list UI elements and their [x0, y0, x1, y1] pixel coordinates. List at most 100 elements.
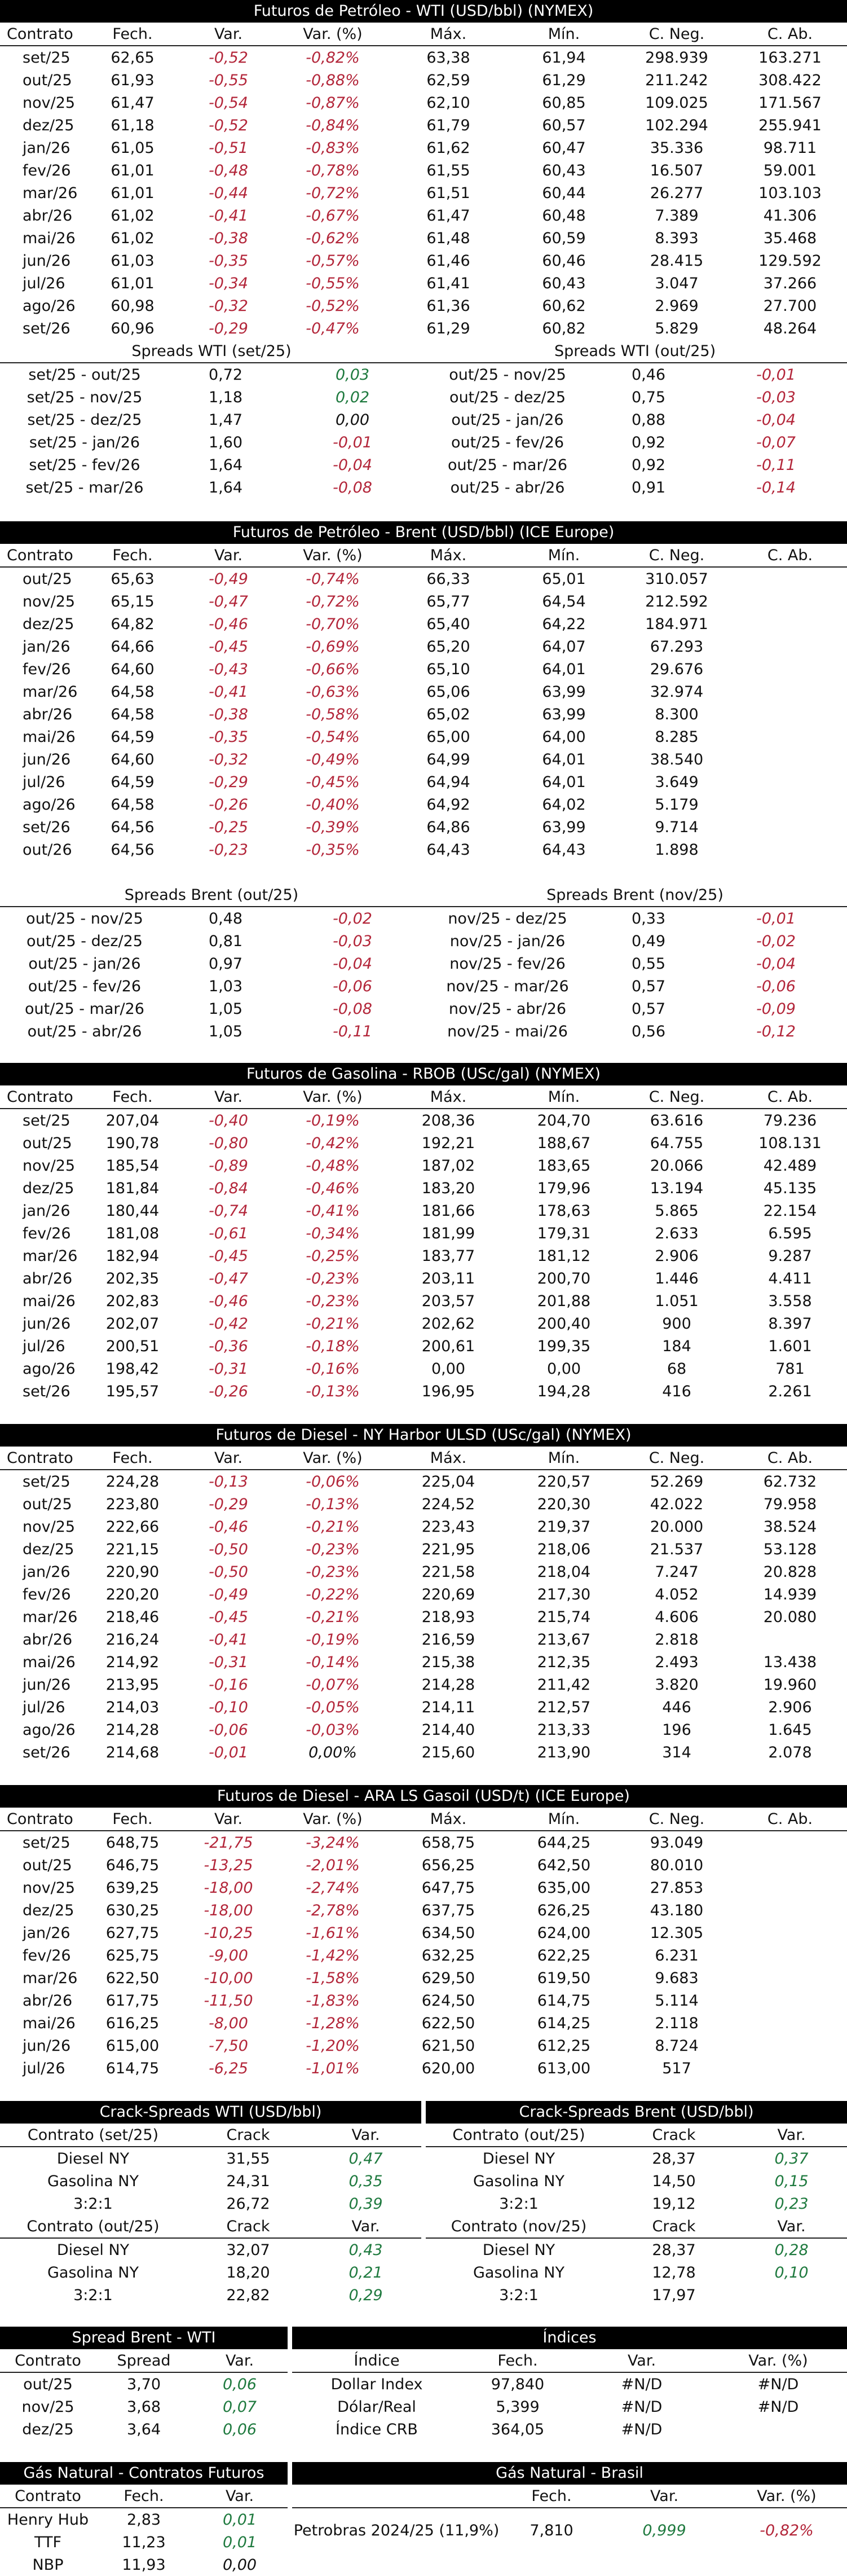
table-cell: 64,07: [542, 638, 586, 656]
table-cell: 314: [662, 1743, 691, 1761]
table-cell: [733, 1876, 847, 1899]
table-cell: -0,38: [209, 705, 248, 723]
table-row: jun/26 64,60 -0,32 -0,49% 64,99 64,01 38.540: [0, 748, 847, 771]
table-cell: -0,25: [209, 818, 248, 836]
table-cell: 213,95: [105, 1676, 160, 1694]
table-cell: 64,43: [426, 841, 470, 859]
table-cell: #N/D: [621, 2398, 663, 2416]
table-cell: 212.592: [645, 592, 708, 610]
crack-header-row: Contrato (nov/25) Crack Var.: [426, 2215, 847, 2239]
spread-cell: out/25 - mar/26: [448, 456, 568, 474]
column-header: Contrato (set/25): [0, 2124, 186, 2147]
table-cell: 416: [662, 1382, 691, 1400]
table-cell: -0,42%: [306, 1134, 360, 1152]
table-cell: 658,75: [421, 1834, 475, 1852]
table-cell: -1,58%: [306, 1969, 360, 1987]
spread-cell: 1,05: [208, 1022, 243, 1040]
table-cell: -0,49%: [306, 750, 360, 768]
table-cell: -0,35: [209, 728, 248, 746]
table-cell: 60,57: [542, 116, 586, 134]
spread-cell: out/25 - abr/26: [27, 1022, 142, 1040]
table-cell: 639,25: [105, 1879, 160, 1897]
table-cell: -0,45: [209, 638, 248, 656]
table-cell: 65,77: [426, 592, 470, 610]
crack-wti-title: Crack-Spreads WTI (USD/bbl): [0, 2101, 421, 2124]
spread-cell: out/25 - nov/25: [26, 909, 143, 927]
column-header: Var.: [602, 2485, 726, 2508]
crack-row: 3:2:1 17,97: [426, 2284, 847, 2306]
table-cell: jun/26: [23, 2037, 71, 2055]
table-cell: abr/26: [23, 705, 73, 723]
table-cell: -0,36: [209, 1337, 248, 1355]
table-cell: 185,54: [105, 1157, 160, 1175]
table-cell: 129.592: [758, 252, 822, 270]
table-cell: 627,75: [105, 1924, 160, 1942]
table-cell: mar/26: [23, 184, 78, 202]
table-cell: 181,66: [421, 1202, 475, 1220]
table-row: dez/25 64,82 -0,46 -0,70% 65,40 64,22 184.971: [0, 613, 847, 635]
table-cell: -0,66%: [306, 660, 360, 678]
table-row: abr/26 202,35 -0,47 -0,23% 203,11 200,70 1.446…: [0, 1267, 847, 1290]
table-row: Dollar Index 97,840 #N/D #N/D: [292, 2372, 847, 2395]
column-header: Fech.: [501, 2485, 602, 2508]
spread-cell: 1,47: [208, 411, 243, 429]
table-row: ago/26 64,58 -0,26 -0,40% 64,92 64,02 5.179: [0, 793, 847, 816]
spread-row: out/25 - fev/26 1,03 -0,06 nov/25 - mar/26 0…: [0, 975, 847, 997]
table-row: jul/26 214,03 -0,10 -0,05% 214,11 212,57 446 2.…: [0, 1696, 847, 1718]
crack-cell: Diesel NY: [56, 2149, 130, 2168]
table-cell: -0,50: [209, 1540, 248, 1558]
table-cell: 3.047: [655, 274, 699, 292]
table-cell: 14.939: [763, 1585, 817, 1603]
spread-cell: 0,48: [208, 909, 243, 927]
column-header: C. Neg.: [620, 544, 733, 568]
table-cell: 221,95: [421, 1540, 475, 1558]
table-row: Henry Hub 2,83 0,01: [0, 2508, 288, 2531]
header-row: Contrato Fech. Var. Var. (%) Máx. Mín. C. Neg.…: [0, 23, 847, 46]
table-row: TTF 11,23 0,01: [0, 2531, 288, 2553]
table-cell: -0,35: [209, 252, 248, 270]
spread-cell: -0,03: [333, 932, 372, 950]
table-cell: -0,89: [209, 1157, 248, 1175]
table-cell: 637,75: [421, 1901, 475, 1919]
table-cell: 64,60: [111, 660, 155, 678]
table-cell: 624,50: [421, 1992, 475, 2010]
table-cell: -0,58%: [306, 705, 360, 723]
table-cell: 65,02: [426, 705, 470, 723]
table-row: Índice CRB 364,05 #N/D: [292, 2418, 847, 2441]
table-row: set/26 64,56 -0,25 -0,39% 64,86 63,99 9.714: [0, 816, 847, 838]
crack-cell: 0,21: [348, 2263, 383, 2282]
table-cell: 187,02: [421, 1157, 475, 1175]
crack-cell: 3:2:1: [499, 2286, 539, 2304]
table-cell: 61,41: [426, 274, 470, 292]
ulsd-section: Futuros de Diesel - NY Harbor ULSD (USc/…: [0, 1424, 847, 1764]
table-row: fev/26 220,20 -0,49 -0,22% 220,69 217,30 4.052…: [0, 1583, 847, 1606]
crack-header-row: Contrato (set/25) Crack Var.: [0, 2124, 421, 2147]
table-cell: 199,35: [537, 1337, 591, 1355]
table-cell: jul/26: [23, 274, 65, 292]
table-cell: -0,46: [209, 615, 248, 633]
table-row: NBP 11,93 0,00: [0, 2553, 288, 2576]
table-cell: -0,54%: [306, 728, 360, 746]
table-cell: 214,40: [421, 1721, 475, 1739]
table-cell: 2.818: [655, 1630, 699, 1649]
table-cell: 646,75: [105, 1856, 160, 1874]
table-cell: 64.755: [650, 1134, 704, 1152]
table-cell: 43.180: [650, 1901, 704, 1919]
table-cell: -0,10: [209, 1698, 248, 1716]
table-cell: 224,28: [105, 1472, 160, 1491]
table-cell: -0,40%: [306, 795, 360, 814]
table-row: jul/26 200,51 -0,36 -0,18% 200,61 199,35 184 1.…: [0, 1335, 847, 1357]
table-cell: -21,75: [204, 1834, 253, 1852]
table-cell: fev/26: [23, 1224, 71, 1242]
table-cell: -0,23: [209, 841, 248, 859]
rbob-section: Futuros de Gasolina - RBOB (USc/gal) (NY…: [0, 1063, 847, 1403]
table-cell: dez/25: [23, 116, 74, 134]
table-cell: 181,08: [105, 1224, 160, 1242]
table-cell: -0,46%: [306, 1179, 360, 1197]
table-cell: 21.537: [650, 1540, 704, 1558]
table-row: mar/26 61,01 -0,44 -0,72% 61,51 60,44 26.277 10…: [0, 182, 847, 204]
table-cell: 26.277: [650, 184, 704, 202]
table-cell: 61,55: [426, 161, 470, 179]
table-cell: 61,62: [426, 139, 470, 157]
table-cell: 188,67: [537, 1134, 591, 1152]
